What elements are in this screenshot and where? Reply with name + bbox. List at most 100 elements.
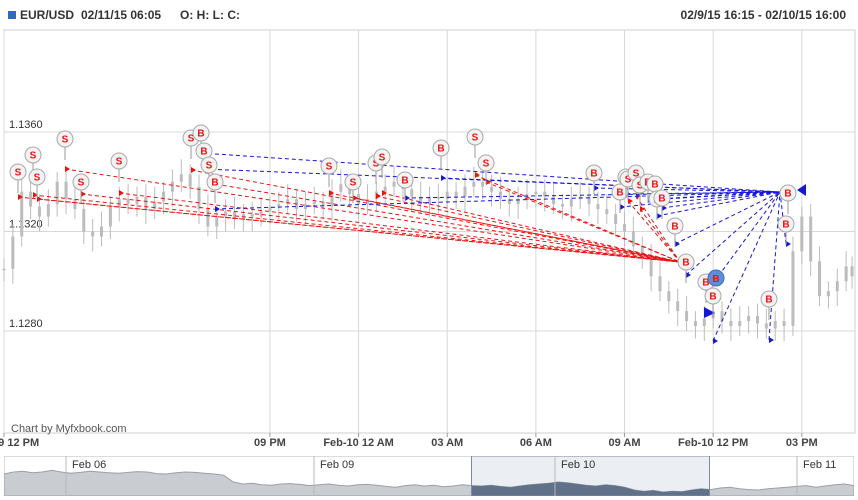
candle-body: [649, 256, 653, 277]
marker-circle: [666, 217, 684, 235]
candle-body: [623, 224, 627, 232]
marker-circle: [777, 215, 795, 233]
y-tick-label: 1.1320: [9, 219, 43, 231]
marker-letter: B: [782, 220, 789, 231]
marker-circle: [477, 154, 495, 172]
buy-trade-line-arrow: [686, 272, 691, 278]
sell-trade-line: [474, 174, 681, 263]
candle-body: [224, 211, 228, 217]
marker-circle: [585, 164, 603, 182]
marker-letter: S: [34, 173, 41, 184]
candle-body: [339, 184, 343, 192]
marker-letter: B: [197, 129, 204, 140]
marker-letter: S: [62, 135, 69, 146]
sell-marker: S: [344, 173, 362, 203]
marker-letter: B: [200, 147, 207, 158]
candle-body: [100, 226, 104, 237]
candle-body: [560, 204, 564, 207]
buy-trade-line: [779, 191, 787, 245]
sell-trade-line-arrow: [640, 206, 645, 212]
buy-trade-line-arrow: [215, 206, 220, 212]
candle-body: [445, 191, 449, 200]
candle-body: [188, 174, 192, 187]
active-marker-letter: B: [712, 274, 719, 285]
candle-body: [850, 266, 854, 277]
candle-body: [764, 323, 768, 329]
sell-trade-line-arrow: [65, 166, 70, 172]
buy-marker: B: [777, 215, 795, 245]
candle-body: [569, 199, 573, 207]
marker-letter: S: [326, 162, 333, 173]
buy-trade-line-arrow: [786, 241, 791, 247]
candle-body: [37, 206, 41, 217]
candle-body: [693, 321, 697, 327]
buy-trade-line: [214, 191, 781, 210]
x-tick-label: Feb-10 12 PM: [678, 437, 748, 449]
candle-body: [153, 201, 157, 210]
marker-circle: [9, 163, 27, 181]
navigator-selected-series: [471, 482, 710, 496]
buy-trade-line: [440, 177, 781, 193]
candle-body: [392, 181, 396, 187]
candle-body: [685, 311, 689, 322]
navigator-label: Feb 10: [561, 459, 595, 471]
buy-trade-line-arrow: [769, 337, 774, 343]
sell-marker: S: [466, 128, 484, 158]
sell-trade-line: [381, 192, 681, 263]
candle-body: [738, 321, 742, 327]
candle-body: [29, 191, 33, 207]
sell-marker: S: [110, 152, 128, 182]
candle-body: [215, 216, 219, 227]
marker-circle: [110, 152, 128, 170]
buy-trade-line-arrow: [662, 205, 667, 211]
marker-circle: [466, 128, 484, 146]
sell-trade-line-arrow: [81, 191, 86, 197]
candle-body: [720, 311, 724, 322]
candle-body: [596, 204, 600, 210]
candle-body: [162, 191, 166, 202]
sell-trade-line: [375, 195, 681, 263]
chart-header: EUR/USD 02/11/15 06:05 O: H: L: C: 02/9/…: [0, 0, 858, 30]
chart-credit: Chart by Myfxbook.com: [11, 423, 127, 435]
marker-circle: [24, 146, 42, 164]
marker-letter: B: [651, 180, 658, 191]
sell-trade-line: [80, 193, 681, 263]
marker-circle: [344, 173, 362, 191]
navigator-label: Feb 06: [72, 459, 106, 471]
marker-circle: [677, 253, 695, 271]
candle-body: [755, 316, 759, 324]
sell-trade-line-arrow: [475, 172, 480, 178]
navigator-series: [4, 469, 854, 496]
x-tick-label: 09 AM: [609, 437, 641, 449]
candle-body: [170, 181, 174, 192]
range-label: 02/9/15 16:15 - 02/10/15 16:00: [680, 8, 846, 22]
candle-body: [46, 204, 50, 217]
marker-letter: B: [765, 295, 772, 306]
marker-letter: B: [401, 176, 408, 187]
candle-body: [436, 196, 440, 200]
buy-marker: B: [704, 287, 722, 317]
marker-letter: B: [682, 258, 689, 269]
marker-letter: S: [637, 181, 644, 192]
candle-body: [330, 191, 334, 207]
sell-trade-line: [64, 168, 681, 263]
marker-letter: S: [206, 161, 213, 172]
sell-trade-line-arrow: [353, 195, 358, 201]
candle-body: [232, 211, 236, 220]
candle-body: [312, 201, 316, 205]
navigator-bar[interactable]: Feb 06 Feb 09 Feb 10 Feb 11: [4, 456, 854, 496]
candle-body: [605, 209, 609, 215]
sell-trade-line: [32, 194, 681, 263]
sell-trade-line-arrow: [37, 196, 42, 202]
candle-body: [676, 301, 680, 312]
marker-letter: S: [188, 134, 195, 145]
candle-body: [552, 196, 556, 205]
sell-marker: S: [24, 146, 42, 176]
sell-trade-line: [190, 169, 681, 263]
sell-marker: S: [9, 163, 27, 193]
candle-body: [844, 266, 848, 282]
candle-body: [126, 199, 130, 205]
marker-letter: B: [784, 189, 791, 200]
sell-trade-line: [118, 192, 681, 263]
